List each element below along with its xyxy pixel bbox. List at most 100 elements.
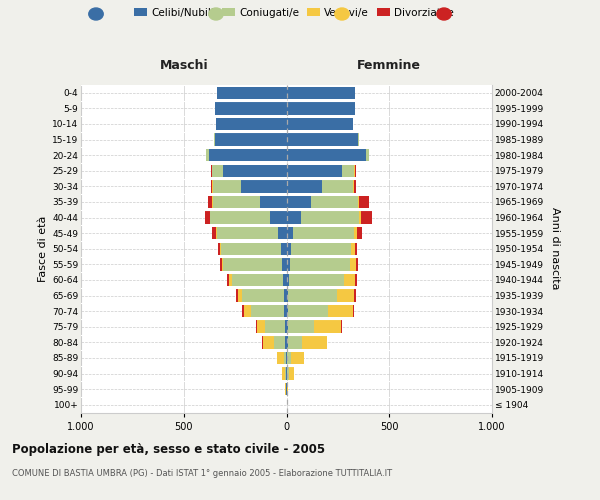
Bar [229,274,232,286]
Bar [359,212,361,224]
Bar [220,242,221,255]
Bar [285,368,286,380]
Bar [287,320,288,333]
Bar [221,242,281,255]
Bar [210,212,211,224]
Bar [251,305,284,318]
Bar [286,336,287,348]
Bar [206,149,209,162]
Bar [212,227,216,239]
Bar [290,258,350,270]
Bar [278,227,287,239]
Bar [285,383,286,396]
Bar [284,290,287,302]
Legend: Celibi/Nubili, Coniugati/e, Vedovi/e, Divorziati/e: Celibi/Nubili, Coniugati/e, Vedovi/e, Di… [134,8,454,18]
Bar [209,149,287,162]
Bar [341,320,342,333]
Bar [287,118,353,130]
Bar [292,352,304,364]
Bar [284,305,287,318]
Bar [287,102,355,115]
Bar [353,305,354,318]
Bar [337,290,354,302]
Bar [232,274,283,286]
Bar [287,149,365,162]
Bar [350,258,356,270]
Bar [242,305,244,318]
Bar [205,212,210,224]
Bar [218,242,220,255]
Bar [287,227,293,239]
Bar [287,336,302,348]
Bar [322,180,353,192]
Bar [355,164,356,177]
Bar [302,336,326,348]
Bar [216,227,217,239]
Bar [282,258,287,270]
Text: Maschi: Maschi [160,60,208,72]
Bar [283,274,287,286]
Bar [344,274,355,286]
Bar [289,274,344,286]
Bar [284,352,286,364]
Bar [222,258,223,270]
Bar [265,320,285,333]
Bar [217,227,278,239]
Bar [212,180,241,192]
Bar [223,164,287,177]
Bar [359,196,370,208]
Bar [211,164,212,177]
Bar [236,290,238,302]
Bar [260,196,287,208]
Bar [277,352,284,364]
Bar [281,242,287,255]
Bar [208,196,212,208]
Bar [301,212,359,224]
Bar [356,258,358,270]
Bar [354,290,356,302]
Text: Femmine: Femmine [357,60,421,72]
Bar [290,242,352,255]
Bar [256,320,257,333]
Bar [287,180,322,192]
Bar [314,320,341,333]
Bar [287,383,289,396]
Bar [355,242,357,255]
Bar [270,212,287,224]
Bar [274,336,286,348]
Bar [287,164,342,177]
Bar [355,274,357,286]
Bar [211,212,270,224]
Bar [288,290,337,302]
Bar [287,212,301,224]
Bar [263,336,274,348]
Bar [217,86,287,99]
Bar [241,180,287,192]
Bar [293,227,355,239]
Bar [361,212,373,224]
Bar [288,320,314,333]
Bar [342,164,355,177]
Bar [257,320,265,333]
Text: COMUNE DI BASTIA UMBRA (PG) - Dati ISTAT 1° gennaio 2005 - Elaborazione TUTTITAL: COMUNE DI BASTIA UMBRA (PG) - Dati ISTAT… [12,469,392,478]
Bar [212,164,223,177]
Bar [287,352,292,364]
Bar [212,196,260,208]
Bar [354,180,356,192]
Bar [215,134,287,146]
Bar [357,227,362,239]
Bar [353,180,354,192]
Bar [287,274,289,286]
Bar [242,290,284,302]
Bar [355,227,357,239]
Bar [358,196,359,208]
Bar [287,242,290,255]
Y-axis label: Anni di nascita: Anni di nascita [550,208,560,290]
Bar [223,258,282,270]
Bar [287,258,290,270]
Bar [365,149,369,162]
Bar [289,368,293,380]
Bar [220,258,222,270]
Bar [287,305,288,318]
Bar [287,86,355,99]
